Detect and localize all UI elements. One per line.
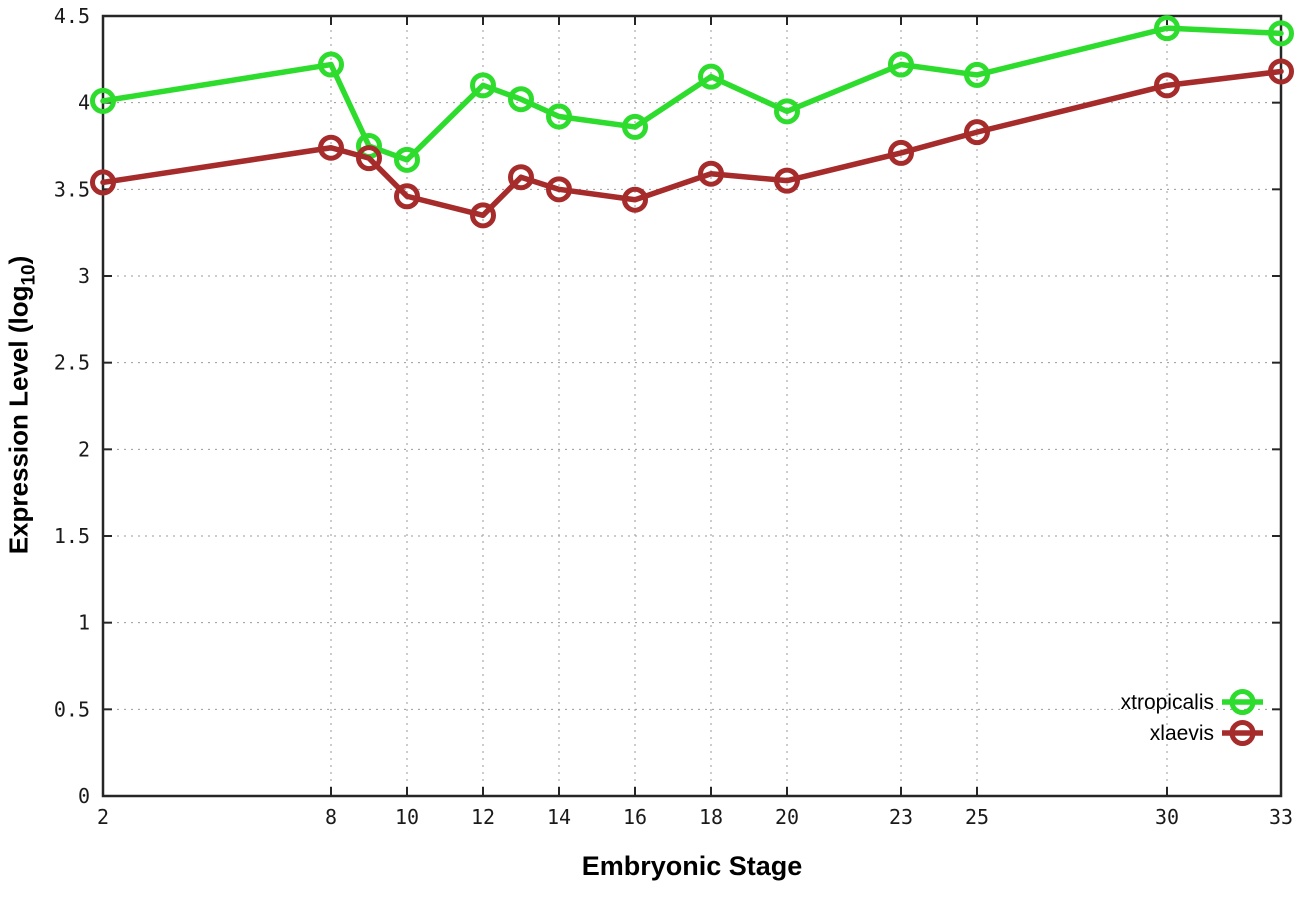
y-axis-title-post: ) — [3, 255, 34, 265]
y-axis-title-subscript: 10 — [18, 264, 40, 286]
data-point-xtropicalis — [774, 98, 800, 125]
data-point-xlaevis — [1268, 58, 1294, 85]
data-point-xtropicalis — [622, 113, 648, 140]
x-axis-title: Embryonic Stage — [581, 851, 803, 881]
x-tick-label: 23 — [889, 805, 913, 829]
data-point-xlaevis — [698, 160, 724, 187]
y-tick-label: 2.5 — [54, 351, 90, 375]
data-point-xtropicalis — [470, 72, 496, 99]
data-point-xlaevis — [964, 119, 990, 146]
y-axis-title: Expression Level (log10) — [4, 256, 41, 555]
y-tick-label: 0.5 — [54, 697, 90, 721]
data-point-xlaevis — [508, 164, 534, 191]
data-point-xlaevis — [394, 183, 420, 210]
data-point-xlaevis — [622, 186, 648, 213]
data-point-xlaevis — [356, 145, 382, 172]
data-point-xtropicalis — [318, 51, 344, 78]
data-point-xlaevis — [318, 134, 344, 161]
y-tick-label: 0 — [78, 784, 90, 808]
y-tick-label: 4.5 — [54, 4, 90, 28]
x-tick-label: 30 — [1155, 805, 1179, 829]
x-tick-label: 12 — [471, 805, 495, 829]
data-point-xlaevis — [546, 176, 572, 203]
legend-marker-xlaevis — [1229, 720, 1256, 746]
data-point-xtropicalis — [1154, 15, 1180, 42]
y-tick-label: 2 — [78, 437, 90, 461]
plot-border — [101, 14, 1283, 798]
data-point-xlaevis — [888, 139, 914, 166]
series-line-xtropicalis — [100, 25, 1284, 163]
x-tick-label: 18 — [699, 805, 723, 829]
y-tick-label: 3.5 — [54, 177, 90, 201]
data-point-xtropicalis — [394, 146, 420, 173]
y-tick-label: 4 — [78, 91, 90, 115]
x-tick-label: 25 — [965, 805, 989, 829]
x-tick-label: 14 — [547, 805, 571, 829]
legend-marker-xtropicalis — [1229, 689, 1256, 715]
series-line-xlaevis — [100, 68, 1284, 219]
x-tick-label: 2 — [97, 805, 109, 829]
legend-label-xtropicalis: xtropicalis — [1121, 691, 1214, 714]
x-tick-label: 10 — [395, 805, 419, 829]
y-tick-label: 3 — [78, 264, 90, 288]
data-point-xlaevis — [1154, 72, 1180, 99]
data-point-xtropicalis — [546, 103, 572, 130]
data-point-xtropicalis — [888, 51, 914, 78]
x-tick-label: 33 — [1269, 805, 1293, 829]
data-point-xtropicalis — [508, 86, 534, 113]
x-tick-label: 20 — [775, 805, 799, 829]
y-axis-title-pre: Expression Level (log — [3, 285, 34, 555]
data-point-xtropicalis — [90, 87, 116, 114]
data-point-xlaevis — [470, 202, 496, 229]
data-point-xtropicalis — [1268, 20, 1294, 47]
x-tick-label: 8 — [325, 805, 337, 829]
y-tick-label: 1 — [78, 611, 90, 635]
legend-label-xlaevis: xlaevis — [1150, 722, 1214, 745]
x-tick-label: 16 — [623, 805, 647, 829]
data-point-xtropicalis — [964, 61, 990, 88]
data-point-xtropicalis — [698, 63, 724, 90]
data-point-xlaevis — [774, 167, 800, 194]
data-point-xlaevis — [90, 169, 116, 196]
y-tick-label: 1.5 — [54, 524, 90, 548]
